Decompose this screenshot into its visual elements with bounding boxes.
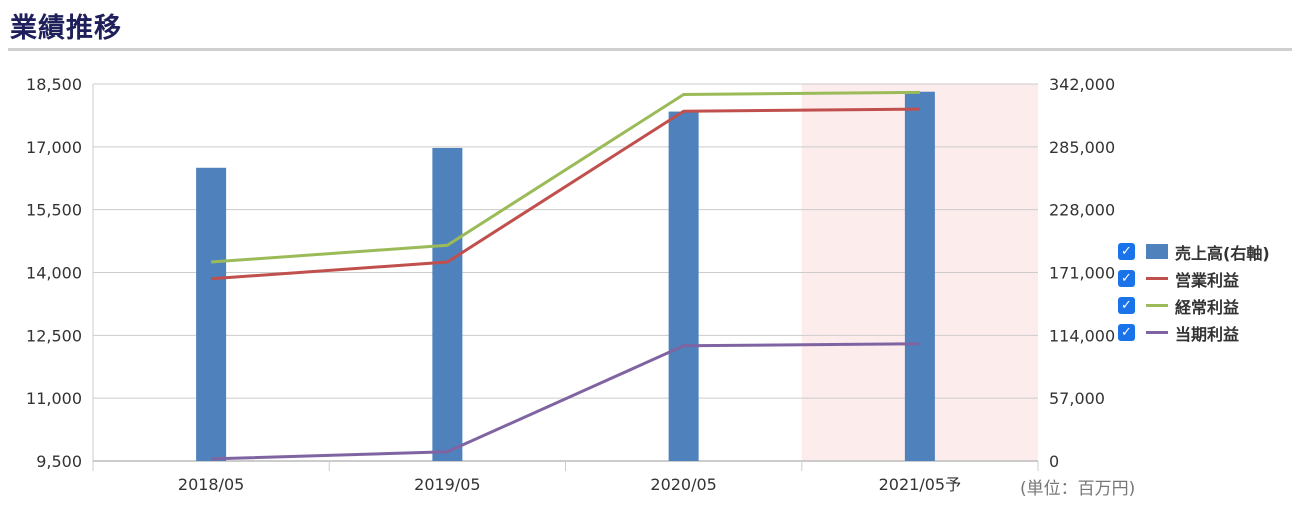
y-left-tick-label: 9,500	[36, 452, 82, 471]
checkbox-checked-icon[interactable]: ✓	[1118, 243, 1135, 260]
y-right-tick-label: 228,000	[1049, 201, 1115, 220]
checkbox-checked-icon[interactable]: ✓	[1118, 297, 1135, 314]
y-left-tick-label: 11,000	[26, 389, 82, 408]
title-divider	[8, 48, 1292, 51]
checkbox-checked-icon[interactable]: ✓	[1118, 270, 1135, 287]
y-right-tick-label: 0	[1049, 452, 1059, 471]
legend-label-ordinary-profit: 経常利益	[1175, 297, 1240, 317]
y-left-tick-label: 17,000	[26, 138, 82, 157]
legend-swatch-operating-profit	[1146, 277, 1168, 280]
y-left-tick-label: 12,500	[26, 326, 82, 345]
legend-label-sales: 売上高(右軸)	[1175, 243, 1270, 263]
y-right-tick-label: 57,000	[1049, 389, 1105, 408]
legend-item-ordinary-profit[interactable]: ✓ 経常利益	[1118, 292, 1270, 319]
y-left-tick-label: 18,500	[26, 75, 82, 94]
bar-sales	[432, 147, 463, 461]
line-series-3	[211, 342, 920, 461]
legend-item-operating-profit[interactable]: ✓ 営業利益	[1118, 265, 1270, 292]
x-tick-label: 2019/05	[414, 475, 480, 494]
line-series-2	[211, 90, 920, 264]
legend-swatch-ordinary-profit	[1146, 304, 1168, 307]
legend-label-operating-profit: 営業利益	[1175, 270, 1240, 290]
y-left-tick-label: 15,500	[26, 201, 82, 220]
y-right-tick-label: 285,000	[1049, 138, 1115, 157]
x-tick-label: 2020/05	[650, 475, 716, 494]
line-series-1	[211, 107, 920, 281]
legend-swatch-net-profit	[1146, 331, 1168, 334]
x-tick-label: 2018/05	[178, 475, 244, 494]
page-title: 業績推移	[10, 13, 122, 44]
legend-item-sales[interactable]: ✓ 売上高(右軸)	[1118, 238, 1270, 265]
bar-sales	[668, 111, 699, 462]
y-left-tick-label: 14,000	[26, 264, 82, 283]
y-right-tick-label: 171,000	[1049, 264, 1115, 283]
unit-label: (単位：百万円)	[1020, 479, 1136, 499]
bar-sales	[904, 91, 935, 462]
legend-item-net-profit[interactable]: ✓ 当期利益	[1118, 319, 1270, 346]
legend-swatch-sales	[1146, 244, 1168, 259]
chart-legend: ✓ 売上高(右軸) ✓ 営業利益 ✓ 経常利益 ✓ 当期利益	[1118, 238, 1270, 346]
checkbox-checked-icon[interactable]: ✓	[1118, 324, 1135, 341]
y-right-tick-label: 114,000	[1049, 326, 1115, 345]
bar-sales	[196, 167, 227, 461]
legend-label-net-profit: 当期利益	[1175, 324, 1240, 344]
x-tick-label: 2021/05予	[879, 475, 961, 494]
y-right-tick-label: 342,000	[1049, 75, 1115, 94]
